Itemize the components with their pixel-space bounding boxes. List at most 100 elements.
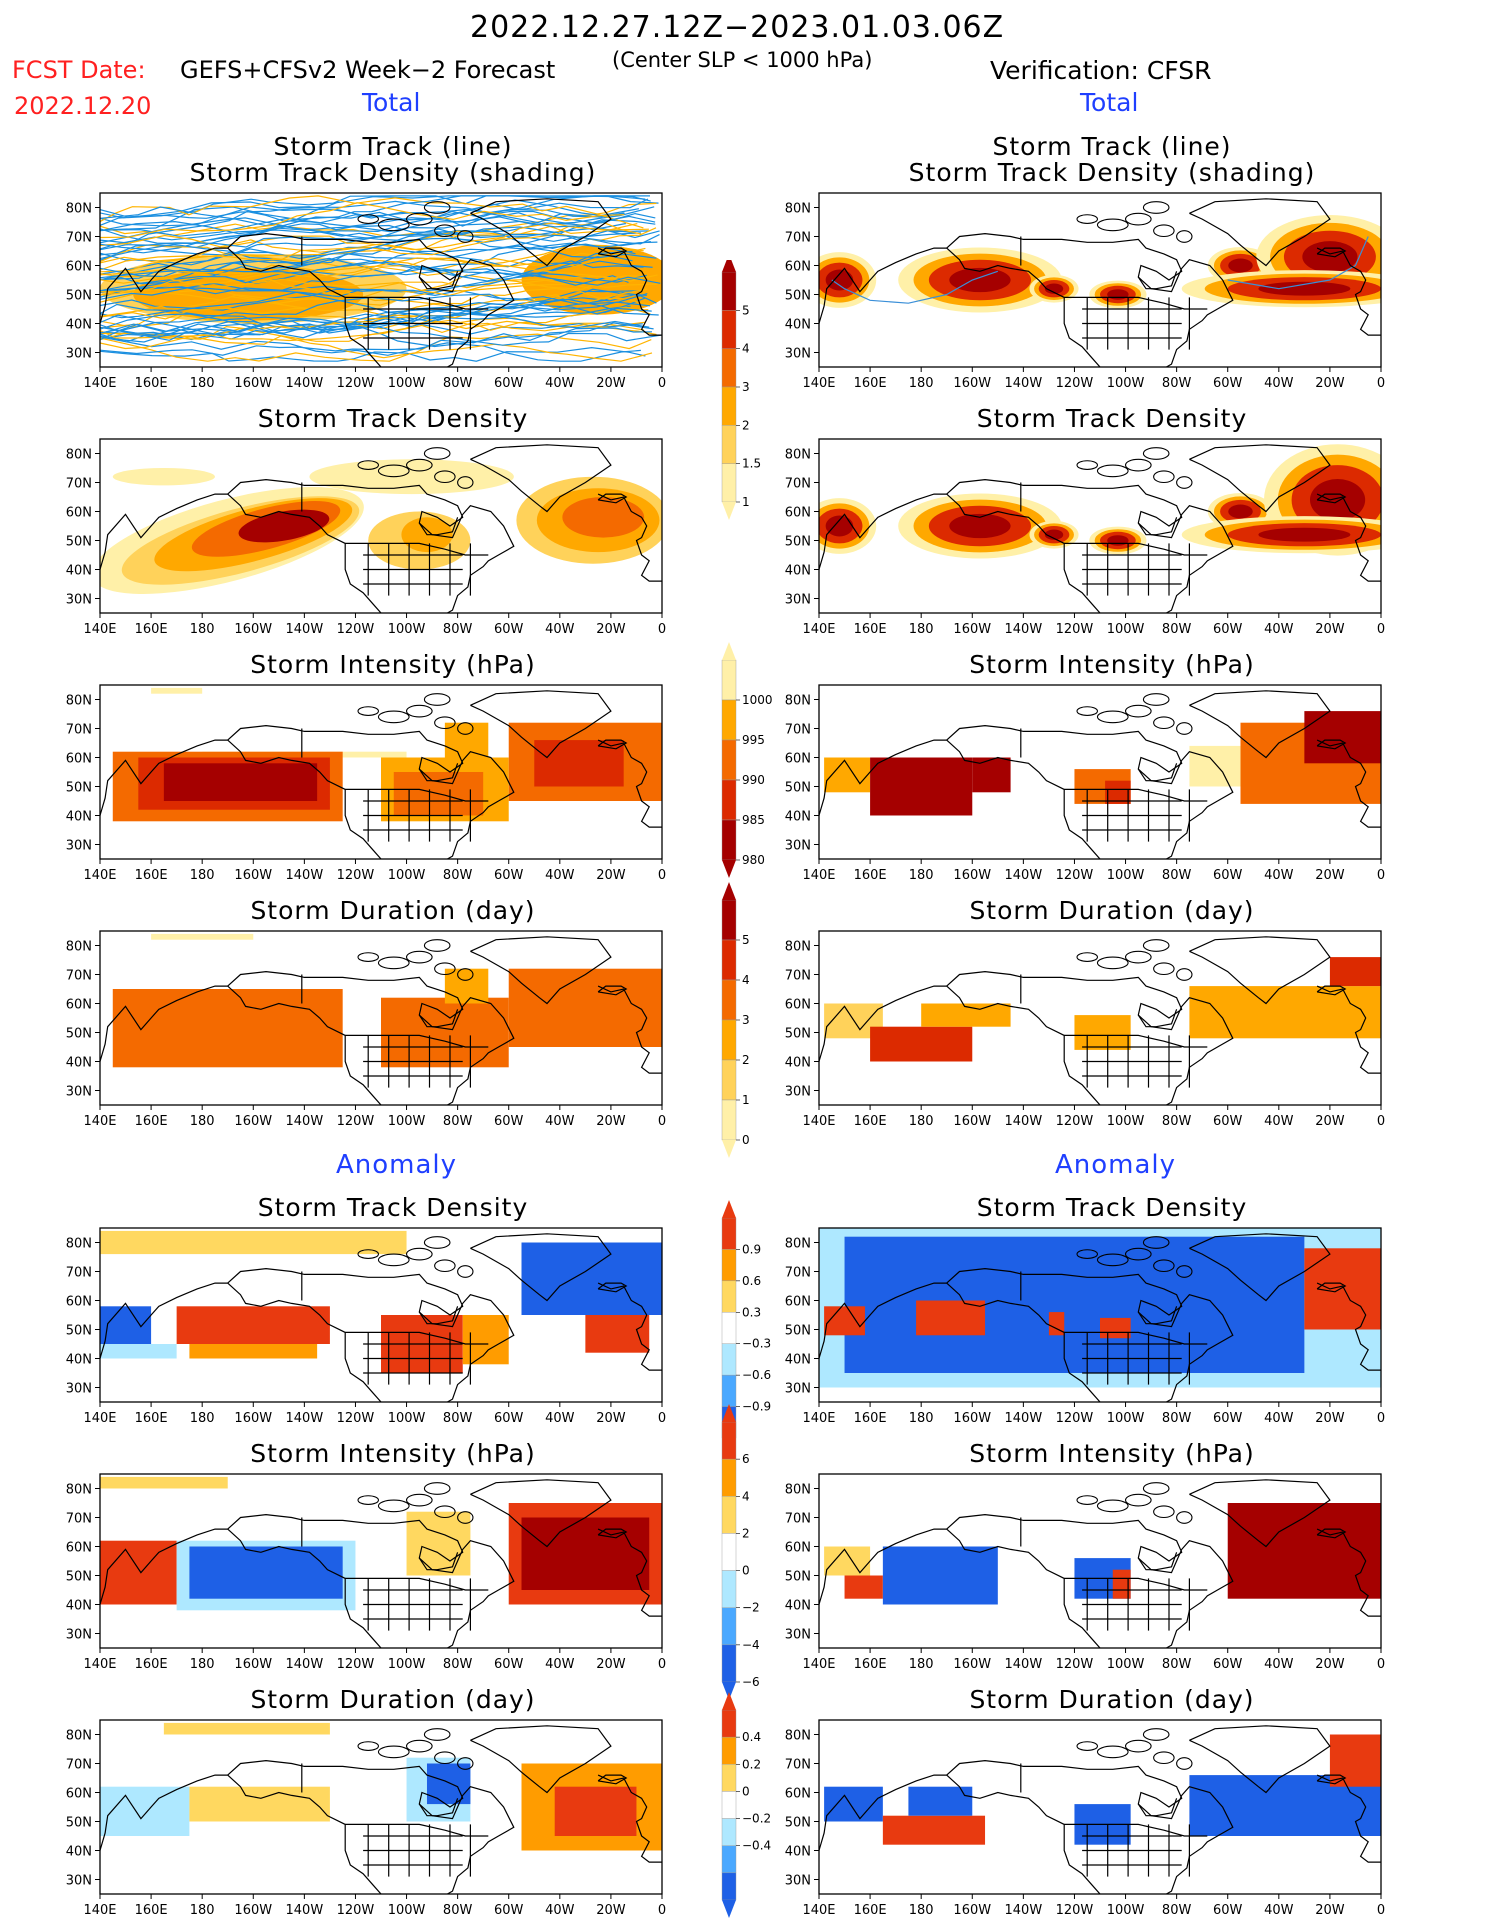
colorbar-swatch [722,980,736,1020]
cell [845,1576,883,1599]
lon-tick-label: 20W [596,622,626,637]
colorbar-label: 985 [742,813,765,827]
lon-tick-label: 100W [388,1411,426,1426]
cell [522,1518,650,1591]
cell [534,740,623,786]
lon-tick-label: 160E [854,1657,887,1672]
lon-tick-label: 140E [83,1903,116,1918]
lon-tick-label: 40W [545,1657,575,1672]
lon-tick-label: 140E [83,1657,116,1672]
lon-tick-label: 60W [494,1114,524,1129]
colorbar-arrow-bottom [722,502,736,520]
colorbar-swatch [722,1496,736,1533]
colorbar-label: 995 [742,733,765,747]
lon-tick-label: 160E [854,1411,887,1426]
panel-duration-verification [819,931,1381,1105]
lat-tick-label: 30N [66,1628,92,1643]
lat-tick-label: 70N [66,1758,92,1773]
map-fill [82,445,670,616]
colorbar-swatch [722,1020,736,1060]
island [1143,1483,1169,1495]
cell [870,1027,972,1062]
lat-tick-label: 70N [66,723,92,738]
lat-tick-label: 40N [66,1599,92,1614]
lon-tick-label: 20W [596,1114,626,1129]
island [1097,1746,1128,1758]
lat-tick-label: 80N [66,1729,92,1744]
lon-tick-label: 20W [1315,376,1345,391]
panel-track-line-forecast [100,193,675,367]
lon-tick-label: 100W [1107,1657,1145,1672]
island [1097,219,1128,231]
lon-tick-label: 180 [190,376,215,391]
cell [555,1787,637,1836]
cell [100,1344,177,1359]
map-fill [803,444,1427,613]
cell [445,723,488,758]
lon-tick-label: 60W [494,1657,524,1672]
lon-tick-label: 100W [388,1903,426,1918]
lat-tick-label: 80N [66,448,92,463]
lat-tick-label: 60N [66,1787,92,1802]
lat-tick-label: 60N [66,1295,92,1310]
lon-tick-label: 180 [909,1657,934,1672]
island [1077,953,1097,962]
island [1154,471,1174,483]
colorbar-label: 3 [742,380,750,394]
island [1143,1729,1169,1741]
panel-duration-forecast [100,931,662,1105]
island [407,705,433,717]
cell [463,1315,509,1364]
lon-tick-label: 0 [658,868,666,883]
lon-tick-label: 80W [1162,376,1192,391]
colorbar-duration-anom: 0.40.20−0.2−0.4 [722,1692,771,1918]
cell [100,1787,189,1836]
lon-tick-label: 180 [909,622,934,637]
colorbar-swatch [722,387,736,425]
lon-tick-label: 120W [337,1657,375,1672]
cell [164,763,317,801]
lon-tick-label: 80W [1162,1657,1192,1672]
lon-tick-label: 100W [1107,1114,1145,1129]
lat-tick-label: 80N [66,1483,92,1498]
island [1126,951,1152,963]
panel-track-line-verification [803,193,1427,367]
island [1177,1512,1192,1524]
lon-tick-label: 40W [1264,1657,1294,1672]
island [358,1496,378,1505]
lon-tick-label: 180 [190,1411,215,1426]
island [1177,723,1192,735]
lon-tick-label: 0 [1377,1411,1385,1426]
coastline-hudson-bay [1138,271,1176,288]
lon-tick-label: 120W [1056,1114,1094,1129]
island [1126,459,1152,471]
lon-tick-label: 160E [854,1114,887,1129]
lon-tick-label: 20W [596,1657,626,1672]
coastline-hudson-bay [1138,763,1176,780]
island [378,1746,409,1758]
lon-tick-label: 60W [494,622,524,637]
island [1097,1500,1128,1512]
colorbar-swatch [722,1873,736,1900]
us-canada-border [345,1578,488,1590]
map-fill [100,1231,662,1402]
island [424,1483,450,1495]
lon-tick-label: 20W [1315,622,1345,637]
colorbar-intensity-anom: 6420−2−4−6 [722,1404,760,1700]
lon-tick-label: 140W [1005,1114,1043,1129]
colorbar-label: −0.9 [742,1400,771,1414]
colorbar-swatch [722,1312,736,1343]
island [424,694,450,706]
lon-tick-label: 120W [1056,868,1094,883]
coastline-hudson-bay [1138,1009,1176,1026]
lon-tick-label: 160E [854,1903,887,1918]
colorbar-swatch [722,1819,736,1846]
lon-tick-label: 140W [286,1411,324,1426]
cell [189,1787,330,1822]
lon-tick-label: 120W [337,1411,375,1426]
lat-tick-label: 30N [66,1874,92,1889]
island [1154,717,1174,729]
cell [164,1723,330,1735]
density-shade [1228,505,1253,519]
lon-tick-label: 60W [1213,1903,1243,1918]
